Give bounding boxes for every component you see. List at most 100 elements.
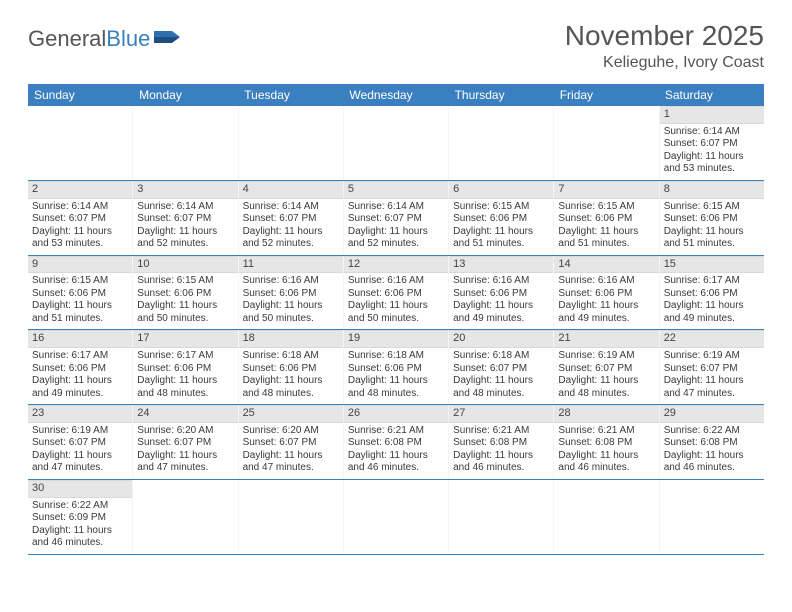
- day-number: 26: [344, 405, 448, 423]
- sunrise-text: Sunrise: 6:16 AM: [348, 275, 444, 288]
- day-cell: 21Sunrise: 6:19 AMSunset: 6:07 PMDayligh…: [554, 330, 659, 404]
- dow-saturday: Saturday: [659, 84, 764, 106]
- day-body: Sunrise: 6:21 AMSunset: 6:08 PMDaylight:…: [554, 423, 658, 479]
- week-row: 1Sunrise: 6:14 AMSunset: 6:07 PMDaylight…: [28, 106, 764, 181]
- sunset-text: Sunset: 6:06 PM: [664, 288, 760, 301]
- day-cell: 30Sunrise: 6:22 AMSunset: 6:09 PMDayligh…: [28, 480, 133, 554]
- day-number: 8: [660, 181, 764, 199]
- day-cell: 3Sunrise: 6:14 AMSunset: 6:07 PMDaylight…: [133, 181, 238, 255]
- day-body: Sunrise: 6:14 AMSunset: 6:07 PMDaylight:…: [660, 124, 764, 180]
- day-body: Sunrise: 6:21 AMSunset: 6:08 PMDaylight:…: [344, 423, 448, 479]
- sunrise-text: Sunrise: 6:15 AM: [453, 201, 549, 214]
- day-number: 11: [239, 256, 343, 274]
- day-number: 29: [660, 405, 764, 423]
- dow-sunday: Sunday: [28, 84, 133, 106]
- sunrise-text: Sunrise: 6:19 AM: [558, 350, 654, 363]
- daylight-text: Daylight: 11 hours and 46 minutes.: [453, 450, 549, 475]
- weeks-container: 1Sunrise: 6:14 AMSunset: 6:07 PMDaylight…: [28, 106, 764, 555]
- day-number: 12: [344, 256, 448, 274]
- day-cell: 8Sunrise: 6:15 AMSunset: 6:06 PMDaylight…: [660, 181, 764, 255]
- day-cell: 9Sunrise: 6:15 AMSunset: 6:06 PMDaylight…: [28, 256, 133, 330]
- day-number: 4: [239, 181, 343, 199]
- day-number: 7: [554, 181, 658, 199]
- logo-flag-icon: [154, 26, 180, 52]
- day-number: [133, 480, 237, 482]
- day-body: Sunrise: 6:22 AMSunset: 6:08 PMDaylight:…: [660, 423, 764, 479]
- day-number: 3: [133, 181, 237, 199]
- daylight-text: Daylight: 11 hours and 51 minutes.: [558, 226, 654, 251]
- daylight-text: Daylight: 11 hours and 49 minutes.: [32, 375, 128, 400]
- day-cell: 19Sunrise: 6:18 AMSunset: 6:06 PMDayligh…: [344, 330, 449, 404]
- logo-text-general: General: [28, 26, 106, 52]
- sunset-text: Sunset: 6:07 PM: [137, 437, 233, 450]
- day-number: [133, 106, 237, 108]
- sunrise-text: Sunrise: 6:14 AM: [664, 126, 760, 139]
- daylight-text: Daylight: 11 hours and 53 minutes.: [32, 226, 128, 251]
- day-number: 19: [344, 330, 448, 348]
- day-body: Sunrise: 6:16 AMSunset: 6:06 PMDaylight:…: [449, 273, 553, 329]
- daylight-text: Daylight: 11 hours and 51 minutes.: [453, 226, 549, 251]
- day-number: [554, 106, 658, 108]
- day-cell: 11Sunrise: 6:16 AMSunset: 6:06 PMDayligh…: [239, 256, 344, 330]
- daylight-text: Daylight: 11 hours and 48 minutes.: [348, 375, 444, 400]
- day-number: 28: [554, 405, 658, 423]
- day-cell: 13Sunrise: 6:16 AMSunset: 6:06 PMDayligh…: [449, 256, 554, 330]
- sunset-text: Sunset: 6:07 PM: [558, 363, 654, 376]
- day-cell: [239, 480, 344, 554]
- daylight-text: Daylight: 11 hours and 49 minutes.: [453, 300, 549, 325]
- day-number: 20: [449, 330, 553, 348]
- day-cell: 29Sunrise: 6:22 AMSunset: 6:08 PMDayligh…: [660, 405, 764, 479]
- sunset-text: Sunset: 6:06 PM: [243, 288, 339, 301]
- dow-thursday: Thursday: [449, 84, 554, 106]
- sunset-text: Sunset: 6:08 PM: [453, 437, 549, 450]
- day-body: Sunrise: 6:15 AMSunset: 6:06 PMDaylight:…: [660, 199, 764, 255]
- day-cell: 25Sunrise: 6:20 AMSunset: 6:07 PMDayligh…: [239, 405, 344, 479]
- day-cell: 22Sunrise: 6:19 AMSunset: 6:07 PMDayligh…: [660, 330, 764, 404]
- sunrise-text: Sunrise: 6:18 AM: [453, 350, 549, 363]
- daylight-text: Daylight: 11 hours and 47 minutes.: [243, 450, 339, 475]
- day-cell: [554, 106, 659, 180]
- day-cell: [554, 480, 659, 554]
- day-number: [239, 480, 343, 482]
- day-cell: 2Sunrise: 6:14 AMSunset: 6:07 PMDaylight…: [28, 181, 133, 255]
- day-number: 15: [660, 256, 764, 274]
- daylight-text: Daylight: 11 hours and 51 minutes.: [32, 300, 128, 325]
- day-number: 21: [554, 330, 658, 348]
- day-body: Sunrise: 6:17 AMSunset: 6:06 PMDaylight:…: [28, 348, 132, 404]
- sunrise-text: Sunrise: 6:14 AM: [243, 201, 339, 214]
- sunrise-text: Sunrise: 6:17 AM: [664, 275, 760, 288]
- day-body: Sunrise: 6:14 AMSunset: 6:07 PMDaylight:…: [133, 199, 237, 255]
- sunrise-text: Sunrise: 6:15 AM: [32, 275, 128, 288]
- day-number: 16: [28, 330, 132, 348]
- day-body: Sunrise: 6:18 AMSunset: 6:06 PMDaylight:…: [239, 348, 343, 404]
- daylight-text: Daylight: 11 hours and 47 minutes.: [32, 450, 128, 475]
- day-cell: 28Sunrise: 6:21 AMSunset: 6:08 PMDayligh…: [554, 405, 659, 479]
- day-number: [28, 106, 132, 108]
- dow-monday: Monday: [133, 84, 238, 106]
- sunset-text: Sunset: 6:09 PM: [32, 512, 128, 525]
- day-number: [239, 106, 343, 108]
- day-cell: 23Sunrise: 6:19 AMSunset: 6:07 PMDayligh…: [28, 405, 133, 479]
- sunrise-text: Sunrise: 6:19 AM: [664, 350, 760, 363]
- day-cell: 12Sunrise: 6:16 AMSunset: 6:06 PMDayligh…: [344, 256, 449, 330]
- sunset-text: Sunset: 6:07 PM: [243, 437, 339, 450]
- day-number: 30: [28, 480, 132, 498]
- day-number: 27: [449, 405, 553, 423]
- sunrise-text: Sunrise: 6:14 AM: [32, 201, 128, 214]
- sunset-text: Sunset: 6:08 PM: [348, 437, 444, 450]
- sunset-text: Sunset: 6:07 PM: [32, 213, 128, 226]
- sunset-text: Sunset: 6:07 PM: [243, 213, 339, 226]
- sunrise-text: Sunrise: 6:20 AM: [243, 425, 339, 438]
- sunset-text: Sunset: 6:06 PM: [32, 288, 128, 301]
- sunrise-text: Sunrise: 6:16 AM: [558, 275, 654, 288]
- sunset-text: Sunset: 6:07 PM: [664, 363, 760, 376]
- logo: GeneralBlue: [28, 26, 180, 52]
- day-cell: [344, 106, 449, 180]
- day-cell: 7Sunrise: 6:15 AMSunset: 6:06 PMDaylight…: [554, 181, 659, 255]
- sunrise-text: Sunrise: 6:17 AM: [32, 350, 128, 363]
- sunrise-text: Sunrise: 6:15 AM: [137, 275, 233, 288]
- sunset-text: Sunset: 6:07 PM: [32, 437, 128, 450]
- day-body: Sunrise: 6:14 AMSunset: 6:07 PMDaylight:…: [28, 199, 132, 255]
- day-number: [449, 480, 553, 482]
- sunrise-text: Sunrise: 6:21 AM: [453, 425, 549, 438]
